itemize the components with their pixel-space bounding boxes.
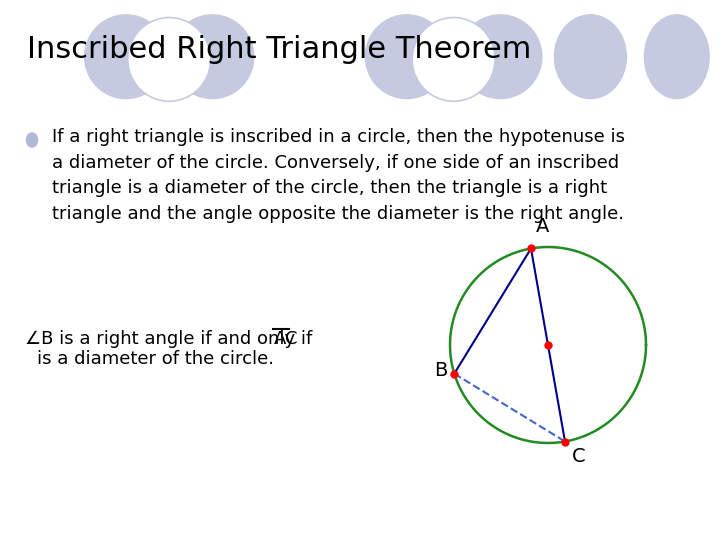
- Ellipse shape: [127, 17, 210, 102]
- Text: ∠B is a right angle if and only if: ∠B is a right angle if and only if: [25, 330, 318, 348]
- Ellipse shape: [27, 133, 37, 147]
- Text: Inscribed Right Triangle Theorem: Inscribed Right Triangle Theorem: [27, 35, 531, 64]
- Ellipse shape: [413, 17, 495, 102]
- Text: C: C: [572, 447, 585, 465]
- Text: If a right triangle is inscribed in a circle, then the hypotenuse is
a diameter : If a right triangle is inscribed in a ci…: [52, 128, 625, 223]
- Ellipse shape: [365, 15, 448, 98]
- Ellipse shape: [85, 15, 167, 98]
- Ellipse shape: [554, 15, 626, 98]
- Text: A: A: [536, 218, 549, 237]
- Ellipse shape: [644, 15, 709, 98]
- Ellipse shape: [171, 15, 253, 98]
- Text: B: B: [434, 361, 448, 380]
- Text: is a diameter of the circle.: is a diameter of the circle.: [37, 350, 274, 368]
- Ellipse shape: [459, 15, 541, 98]
- Text: AC: AC: [274, 330, 298, 348]
